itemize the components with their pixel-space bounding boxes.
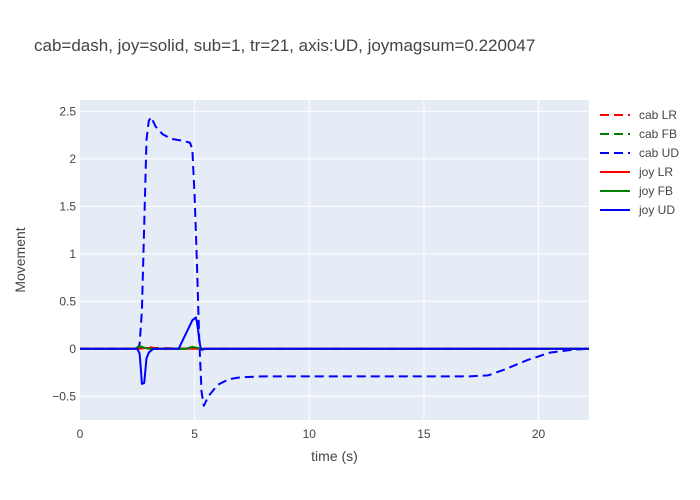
legend: cab LR cab FB cab UD joy LR joy FB joy UD (600, 108, 679, 217)
legend-item-cab-ud[interactable]: cab UD (600, 146, 679, 160)
legend-label: joy LR (638, 165, 673, 179)
y-tick-label: 2.5 (59, 104, 76, 118)
series-layer (80, 116, 589, 407)
x-axis-title: time (s) (311, 448, 358, 464)
y-tick-label: −0.5 (52, 389, 76, 403)
series-line-cab-ud (80, 116, 589, 407)
legend-item-joy-ud[interactable]: joy UD (600, 203, 675, 217)
y-tick-label: 2 (69, 152, 76, 166)
legend-item-joy-lr[interactable]: joy LR (600, 165, 673, 179)
y-tick-label: 0 (69, 342, 76, 356)
legend-label: joy FB (638, 184, 673, 198)
plot-area (80, 100, 589, 420)
x-tick-label: 20 (532, 427, 546, 441)
legend-label: cab UD (639, 146, 679, 160)
x-tick-label: 10 (303, 427, 317, 441)
tick-labels: 0 5 10 15 20 −0.5 0 0.5 1 1.5 2 2.5 (52, 104, 545, 441)
x-tick-label: 5 (191, 427, 198, 441)
legend-label: joy UD (638, 203, 675, 217)
x-tick-label: 15 (417, 427, 431, 441)
series-line-joy-ud (80, 316, 589, 385)
y-tick-label: 1 (69, 247, 76, 261)
y-tick-label: 0.5 (59, 294, 76, 308)
chart-title: cab=dash, joy=solid, sub=1, tr=21, axis:… (34, 36, 535, 55)
x-tick-label: 0 (77, 427, 84, 441)
legend-item-joy-fb[interactable]: joy FB (600, 184, 673, 198)
y-tick-label: 1.5 (59, 199, 76, 213)
legend-label: cab LR (639, 108, 677, 122)
legend-item-cab-fb[interactable]: cab FB (600, 127, 677, 141)
legend-item-cab-lr[interactable]: cab LR (600, 108, 677, 122)
legend-label: cab FB (639, 127, 677, 141)
y-axis-title: Movement (12, 227, 28, 292)
